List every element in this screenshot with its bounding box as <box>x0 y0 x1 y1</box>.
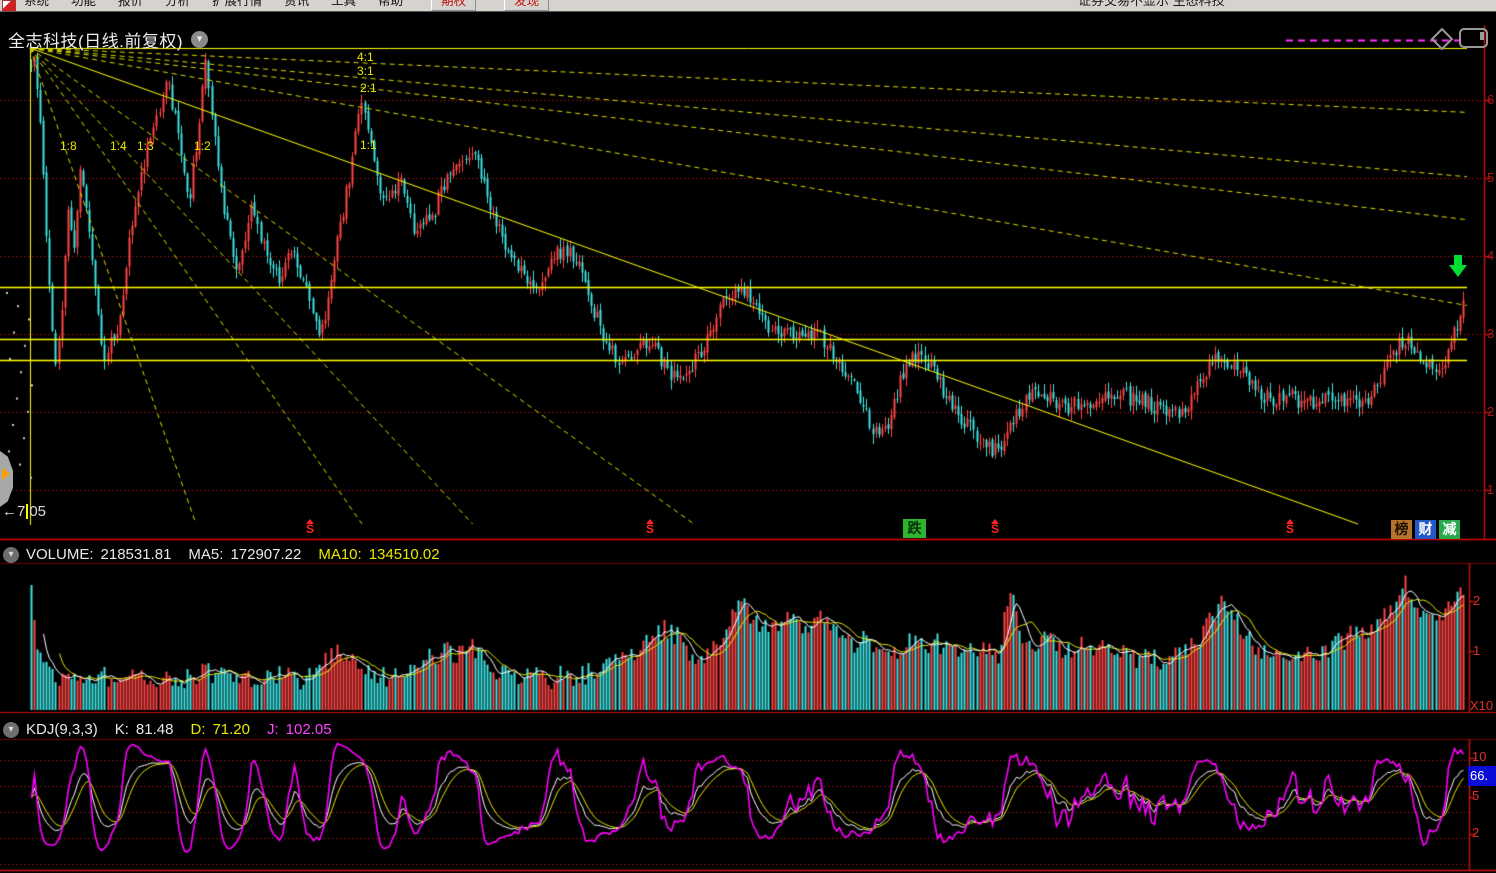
sell-signal-marker: S <box>644 519 656 535</box>
ma10-value: 134510.02 <box>368 546 440 563</box>
menu-item-system[interactable]: 系统 <box>24 0 50 8</box>
menu-item-help[interactable]: 帮助 <box>378 0 404 8</box>
kdj-axis-label: 2 <box>1472 825 1480 840</box>
j-value: 102.05 <box>285 721 332 738</box>
k-value: 81.48 <box>135 721 174 738</box>
sell-marker-triangle-icon <box>1286 519 1294 524</box>
price-axis-label: 5 <box>1487 170 1495 185</box>
menu-item-analysis[interactable]: 分析 <box>165 0 191 8</box>
sell-signal-marker: S <box>1284 519 1296 535</box>
price-axis-label: 2 <box>1487 404 1495 419</box>
corner-badges: 榜财减 <box>1391 520 1460 539</box>
volume-unit-label: X10 <box>1470 698 1494 713</box>
menu-bar: 系统 功能 报价 分析 扩展行情 资讯 工具 帮助 期权 发现 证券交易不显示 … <box>0 0 1496 12</box>
fall-badge[interactable]: 跌 <box>903 519 926 538</box>
price-axis-label: 1 <box>1487 482 1495 497</box>
gann-fan-label: 1:3 <box>137 139 154 153</box>
sell-marker-triangle-icon <box>646 519 654 524</box>
corner-badge[interactable]: 财 <box>1415 520 1436 539</box>
down-arrow-head <box>1449 265 1467 277</box>
volume-value: 218531.81 <box>100 546 172 563</box>
sell-marker-letter: S <box>990 522 999 536</box>
text-caret <box>26 504 29 519</box>
sell-marker-triangle-icon <box>991 519 999 524</box>
menu-item-news[interactable]: 资讯 <box>284 0 310 8</box>
gann-fan-label: 1:2 <box>194 139 211 153</box>
menu-button-discover[interactable]: 发现 <box>504 0 550 11</box>
kdj-panel-header: ▾ KDJ(9,3,3) K: 81.48 D: 71.20 J: 102.05 <box>3 721 332 738</box>
page-title: 全志科技(日线.前复权) <box>8 32 184 51</box>
gann-fan-label: 1:8 <box>60 139 77 153</box>
ma10-label: MA10: <box>318 546 362 563</box>
menu-item-tools[interactable]: 工具 <box>331 0 357 8</box>
j-label: J: <box>266 721 279 738</box>
d-label: D: <box>190 721 206 738</box>
gann-fan-label: 4:1 <box>357 50 374 64</box>
down-arrow-icon <box>1449 255 1467 277</box>
price-axis-label: 3 <box>1487 326 1495 341</box>
sell-marker-letter: S <box>305 522 314 536</box>
gann-fan-label: 1:4 <box>110 139 127 153</box>
kdj-axis-label: 10 <box>1472 749 1487 764</box>
ma5-label: MA5: <box>188 546 224 563</box>
price-cursor-suffix: 05 <box>29 503 47 520</box>
price-cursor-prefix: ←7 <box>2 503 26 520</box>
menu-row: 系统 功能 报价 分析 扩展行情 资讯 工具 帮助 期权 发现 <box>24 0 550 11</box>
volume-axis-label: 1 <box>1473 643 1481 658</box>
collapse-icon[interactable]: ▾ <box>3 721 19 738</box>
title-bar: 全志科技(日线.前复权) ▾ <box>8 27 209 52</box>
ma5-value: 172907.22 <box>230 546 302 563</box>
window-layout-icon-bar <box>1480 32 1484 40</box>
chevron-down-icon[interactable]: ▾ <box>191 31 209 48</box>
app-logo-icon <box>2 0 16 11</box>
corner-badge[interactable]: 榜 <box>1391 520 1412 539</box>
volume-panel-header: ▾ VOLUME: 218531.81 MA5: 172907.22 MA10:… <box>3 546 440 563</box>
kdj-name: KDJ(9,3,3) <box>26 721 98 738</box>
menu-button-options[interactable]: 期权 <box>431 0 477 11</box>
menu-item-quote[interactable]: 报价 <box>118 0 144 8</box>
price-axis-label: 4 <box>1487 248 1495 263</box>
expand-arrow-icon[interactable] <box>2 468 10 480</box>
down-arrow-shaft <box>1454 255 1462 266</box>
window-layout-icon[interactable] <box>1459 28 1488 48</box>
price-axis-label: 6 <box>1487 92 1495 107</box>
sell-marker-letter: S <box>645 522 654 536</box>
sell-signal-marker: S <box>989 519 1001 535</box>
gann-fan-label: 1:1 <box>360 138 377 152</box>
menu-item-function[interactable]: 功能 <box>71 0 97 8</box>
k-label: K: <box>114 721 129 738</box>
collapse-icon[interactable]: ▾ <box>3 546 19 563</box>
menu-item-extended-quotes[interactable]: 扩展行情 <box>212 0 263 8</box>
sell-marker-triangle-icon <box>306 519 314 524</box>
volume-axis-label: 2 <box>1473 593 1481 608</box>
corner-badge[interactable]: 减 <box>1439 520 1460 539</box>
price-cursor-label: ←7 05 <box>2 503 46 520</box>
sell-signal-marker: S <box>304 519 316 535</box>
kdj-current-value-box: 66. <box>1468 766 1496 786</box>
volume-label: VOLUME: <box>26 546 94 563</box>
sell-marker-letter: S <box>1285 522 1294 536</box>
menu-right-text: 证券交易不显示 生态科技 <box>1078 0 1225 8</box>
gann-fan-label: 3:1 <box>357 64 374 78</box>
kdj-axis-label: 5 <box>1472 788 1480 803</box>
d-value: 71.20 <box>212 721 250 738</box>
gann-fan-label: 2:1 <box>360 81 377 95</box>
